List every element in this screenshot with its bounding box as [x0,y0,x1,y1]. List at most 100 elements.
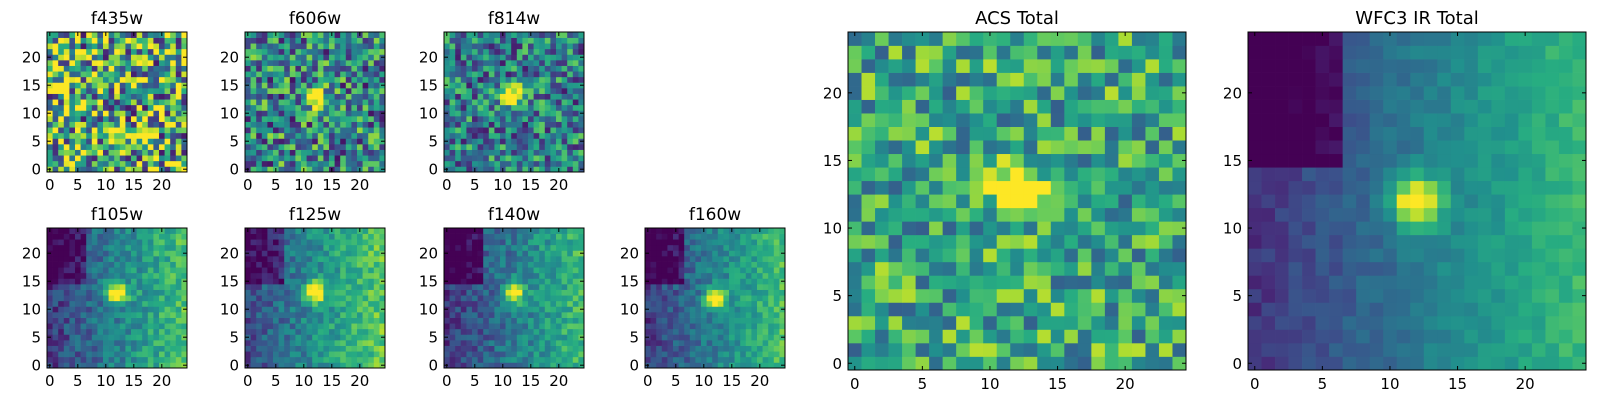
heatmap-cell [114,345,121,352]
heatmap-cell [505,132,512,139]
heatmap-cell [284,233,291,240]
heatmap-cell [80,300,87,307]
heatmap-cell [779,295,786,302]
heatmap-cell [250,256,257,262]
heatmap-cell [295,317,302,324]
heatmap-cell [357,267,363,274]
heatmap-cell [357,127,363,134]
heatmap-cell [86,233,93,240]
heatmap-cell [1118,288,1133,303]
heatmap-cell [273,306,279,313]
heatmap-cell [108,65,115,72]
heatmap-cell [334,334,341,341]
heatmap-cell [267,351,274,358]
heatmap-cell [455,104,462,111]
heatmap-cell [511,261,518,268]
heatmap-cell [740,233,747,240]
heatmap-cell [351,328,358,335]
heatmap-cell [706,228,713,234]
heatmap-cell [505,76,512,83]
heatmap-cell [516,144,523,150]
heatmap-cell [351,132,358,139]
heatmap-cell [494,54,501,61]
heatmap-cell [306,54,313,61]
heatmap-cell [245,93,251,100]
heatmap-cell [740,351,747,358]
heatmap-cell [516,272,523,279]
heatmap-cell [745,278,752,285]
heatmap-cell [164,127,171,134]
heatmap-cell [153,71,160,78]
heatmap-cell [80,340,87,346]
heatmap-cell [175,295,182,302]
heatmap-cell [572,295,579,302]
heatmap-cell [159,233,165,240]
heatmap-cell [533,295,540,302]
heatmap-cell [544,334,551,341]
heatmap-cell [91,99,98,106]
heatmap-cell [511,244,518,251]
heatmap-cell [47,127,53,134]
heatmap-cell [295,82,302,89]
heatmap-cell [278,93,285,100]
heatmap-cell [245,127,251,134]
heatmap-cell [572,155,579,162]
heatmap-cell [80,345,87,352]
heatmap-cell [80,267,87,274]
heatmap-cell [91,323,98,330]
heatmap-cell [667,256,674,262]
heatmap-cell [340,127,347,134]
heatmap-cell [267,239,274,246]
heatmap-cell [114,82,121,89]
heatmap-cell [80,306,87,313]
heatmap-cell [983,153,998,168]
heatmap-cell [544,127,551,134]
heatmap-cell [63,160,70,167]
heatmap-cell [301,82,307,89]
heatmap-cell [466,328,473,335]
heatmap-cell [69,295,76,302]
heatmap-cell [142,317,149,324]
heatmap-cell [69,121,76,128]
heatmap-cell [147,317,154,324]
heatmap-cell [125,121,132,128]
heatmap-cell [494,76,501,83]
heatmap-cell [159,76,165,83]
heatmap-cell [351,334,358,341]
heatmap-cell [494,121,501,128]
y-tick-label: 5 [229,328,239,346]
heatmap-cell [278,88,285,94]
heatmap-cell [505,244,512,251]
heatmap-cell [701,295,707,302]
heatmap-cell [983,342,998,357]
heatmap-cell [550,233,557,240]
heatmap-cell [539,323,546,330]
heatmap-cell [740,228,747,234]
heatmap-cell [902,356,916,371]
heatmap-cell [373,312,380,318]
heatmap-cell [357,328,363,335]
heatmap-cell [175,48,182,55]
heatmap-cell [329,312,335,318]
heatmap-cell [306,256,313,262]
heatmap-cell [494,356,501,363]
y-tick-label: 20 [419,244,438,262]
heatmap-cell [745,244,752,251]
heatmap-cell [650,278,657,285]
heatmap-cell [329,54,335,61]
heatmap-cell [295,233,302,240]
heatmap-cell [723,300,730,307]
heatmap-cell [983,221,998,236]
heatmap-cell [278,323,285,330]
heatmap-cell [689,306,696,313]
heatmap-cell [97,340,104,346]
heatmap-cell [528,312,534,318]
heatmap-cell [740,328,747,335]
x-tick-label: 20 [549,176,568,194]
heatmap-cell [97,356,104,363]
heatmap-cell [656,284,663,290]
heatmap-cell [284,82,291,89]
heatmap-cell [58,295,65,302]
heatmap-cell [175,345,182,352]
heatmap-cell [368,256,375,262]
